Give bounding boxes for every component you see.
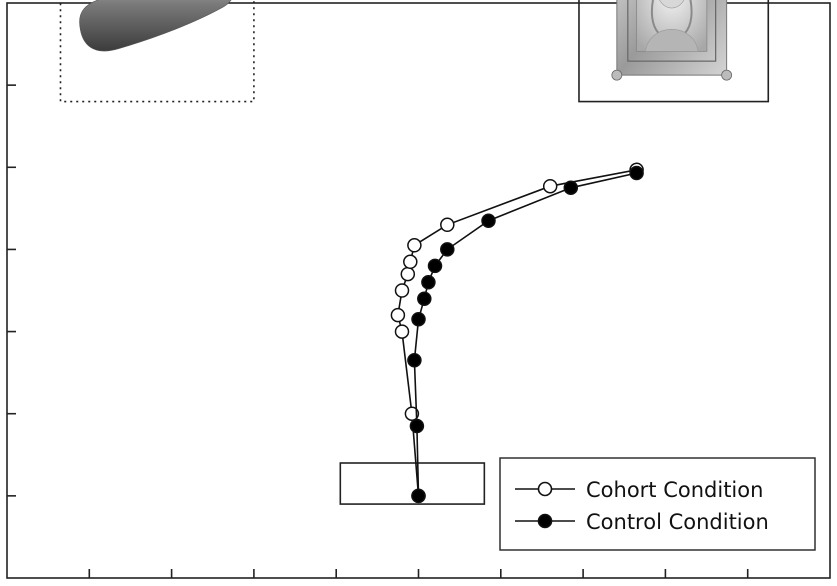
data-point-control-11	[629, 165, 644, 181]
legend-marker-control	[537, 513, 553, 529]
data-point-control-9	[481, 213, 496, 228]
series-line-cohort	[397, 169, 637, 496]
frame-corner-ornament-icon	[611, 69, 623, 81]
legend-label-cohort: Cohort Condition	[586, 478, 763, 502]
data-point-cohort-8	[407, 238, 422, 253]
picture-frame-target	[578, 0, 770, 103]
series-cohort	[390, 162, 644, 504]
frame-inner-edge-icon	[627, 0, 717, 62]
data-point-cohort-2	[404, 406, 420, 421]
cucumber-picture	[59, 0, 255, 103]
data-point-cohort-5	[394, 283, 410, 298]
legend-box	[499, 457, 816, 551]
data-point-control-3	[407, 353, 422, 368]
data-point-control-5	[417, 291, 432, 306]
data-point-control-2	[409, 418, 425, 434]
picture-frame-target-border	[578, 0, 770, 103]
data-point-control-10	[563, 180, 579, 196]
data-point-cohort-7	[403, 254, 418, 270]
legend: Cohort Condition Control Condition	[499, 457, 816, 551]
data-point-cohort-9	[440, 217, 455, 233]
legend-marker-cohort	[537, 481, 553, 497]
series-layer	[390, 162, 644, 504]
portrait-hair-icon	[650, 0, 693, 35]
data-point-cohort-10	[542, 178, 558, 194]
data-point-cohort-4	[390, 307, 406, 323]
start-box	[339, 462, 486, 505]
frame-corner-ornament-icon	[721, 69, 733, 81]
cucumber-icon	[79, 0, 232, 52]
portrait-shoulders-icon	[645, 29, 699, 52]
portrait-face-icon	[659, 0, 685, 9]
start-box-border	[339, 462, 486, 505]
stimulus-pictures	[59, 0, 770, 505]
data-point-control-7	[427, 258, 443, 274]
data-point-control-8	[440, 242, 455, 257]
axis-ticks	[7, 84, 749, 578]
series-control	[407, 165, 644, 504]
data-point-cohort-6	[400, 266, 416, 282]
legend-label-control: Control Condition	[586, 510, 769, 534]
data-point-cohort-3	[394, 324, 410, 339]
data-point-control-1	[411, 488, 426, 504]
data-point-control-4	[411, 312, 426, 327]
data-point-control-6	[421, 275, 436, 290]
